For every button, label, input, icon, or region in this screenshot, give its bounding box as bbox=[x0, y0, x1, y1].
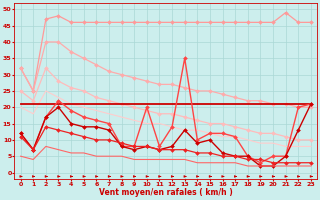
X-axis label: Vent moyen/en rafales ( km/h ): Vent moyen/en rafales ( km/h ) bbox=[99, 188, 233, 197]
